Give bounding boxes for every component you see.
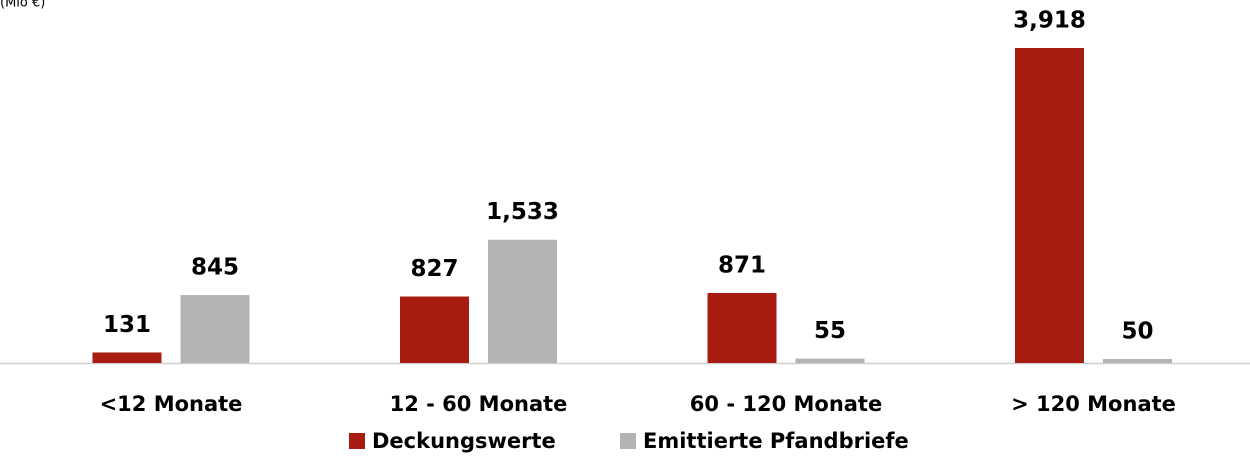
data-label: 845 bbox=[191, 255, 239, 281]
x-tick-label: > 120 Monate bbox=[1011, 392, 1176, 416]
bar bbox=[400, 296, 469, 363]
x-tick-label: 12 - 60 Monate bbox=[390, 392, 568, 416]
bar bbox=[92, 352, 162, 363]
data-label: 1,533 bbox=[486, 199, 559, 225]
legend-label: Deckungswerte bbox=[372, 429, 556, 453]
unit-label: (Mio €) bbox=[0, 0, 45, 11]
legend-label: Emittierte Pfandbriefe bbox=[643, 429, 909, 453]
data-label: 55 bbox=[814, 318, 846, 344]
bar bbox=[180, 295, 250, 363]
data-label: 827 bbox=[410, 256, 458, 282]
bar bbox=[1103, 358, 1172, 363]
data-label: 3,918 bbox=[1013, 8, 1086, 34]
bar bbox=[1015, 48, 1084, 363]
x-tick-label: 60 - 120 Monate bbox=[690, 392, 882, 416]
legend-swatch bbox=[349, 433, 365, 449]
bar bbox=[488, 239, 557, 363]
legend-swatch bbox=[620, 433, 636, 449]
bar bbox=[795, 358, 865, 363]
bar bbox=[707, 292, 777, 363]
data-label: 131 bbox=[103, 312, 151, 338]
data-label: 50 bbox=[1121, 318, 1153, 344]
data-label: 871 bbox=[718, 252, 766, 278]
x-tick-label: <12 Monate bbox=[100, 392, 243, 416]
